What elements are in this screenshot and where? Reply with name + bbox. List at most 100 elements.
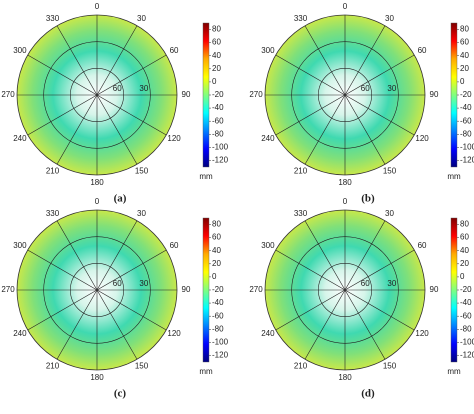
colorbar-tick-label: 60 <box>212 233 221 242</box>
theta-tick-label: 90 <box>430 90 439 99</box>
colorbar-tick-label: -20 <box>212 285 224 294</box>
colorbar-tick-label: -40 <box>460 298 472 307</box>
colorbar-tick-label: -100 <box>460 337 474 346</box>
theta-tick-label: 330 <box>46 14 60 23</box>
theta-tick-label: 60 <box>170 241 179 250</box>
r-tick-label: 30 <box>387 84 396 93</box>
r-tick-label: 60 <box>361 84 370 93</box>
colorbar-tick-label: 0 <box>460 272 465 281</box>
spoke <box>275 289 346 331</box>
colorbar-tick-label: -100 <box>212 337 229 346</box>
caption: (c) <box>114 388 127 400</box>
theta-tick-label: 90 <box>182 285 191 294</box>
r-tick-label: 60 <box>361 279 370 288</box>
spoke <box>56 94 98 165</box>
spoke <box>96 25 138 96</box>
spoke <box>344 25 386 96</box>
spoke <box>56 289 98 360</box>
colorbar-tick-label: -40 <box>212 298 224 307</box>
colorbar-tick-label: -20 <box>460 285 472 294</box>
spoke <box>56 25 98 96</box>
theta-tick-label: 300 <box>261 46 275 55</box>
r-grid-circle <box>318 263 372 317</box>
colorbar-tick-label: 40 <box>212 51 221 60</box>
theta-tick-label: 240 <box>261 134 275 143</box>
colorbar-tick-label: -80 <box>460 129 472 138</box>
theta-tick-label: 120 <box>415 329 429 338</box>
spoke <box>344 249 415 291</box>
colorbar-tick-label: 40 <box>460 246 469 255</box>
colorbar-label: mm <box>447 367 461 376</box>
theta-tick-label: 0 <box>343 2 348 11</box>
theta-tick-label: 270 <box>249 90 263 99</box>
spoke <box>344 54 415 96</box>
spoke <box>96 289 138 360</box>
colorbar-tick-label: -100 <box>212 142 229 151</box>
theta-tick-label: 60 <box>418 241 427 250</box>
theta-tick-label: 0 <box>95 2 100 11</box>
theta-tick-label: 210 <box>46 166 60 175</box>
r-grid-circle <box>43 236 151 344</box>
colorbar-tick-label: -40 <box>460 103 472 112</box>
colorbar-label: mm <box>199 367 213 376</box>
colorbar-tick-label: 60 <box>212 38 221 47</box>
colorbar-tick-label: 60 <box>460 233 469 242</box>
theta-tick-label: 150 <box>135 166 149 175</box>
colorbar-tick-label: -60 <box>460 116 472 125</box>
colorbar-tick-label: 0 <box>212 77 217 86</box>
theta-tick-label: 210 <box>294 361 308 370</box>
theta-tick-label: 240 <box>261 329 275 338</box>
theta-tick-label: 180 <box>90 178 104 187</box>
colorbar <box>450 22 458 168</box>
spoke <box>275 94 346 136</box>
theta-tick-label: 120 <box>167 134 181 143</box>
theta-tick-label: 0 <box>343 197 348 206</box>
spoke <box>96 289 167 331</box>
colorbar <box>450 217 458 363</box>
theta-tick-label: 300 <box>13 46 27 55</box>
spoke <box>344 289 386 360</box>
r-grid-circle <box>70 263 124 317</box>
theta-tick-label: 270 <box>1 285 15 294</box>
colorbar-tick-label: -60 <box>460 311 472 320</box>
spoke <box>96 249 167 291</box>
theta-tick-label: 150 <box>135 361 149 370</box>
r-tick-label: 60 <box>113 279 122 288</box>
spoke <box>27 54 98 96</box>
colorbar-tick-label: 20 <box>212 259 221 268</box>
spoke <box>96 54 167 96</box>
theta-tick-label: 0 <box>95 197 100 206</box>
colorbar-tick-label: -60 <box>212 311 224 320</box>
colorbar-tick-label: 20 <box>460 259 469 268</box>
colorbar-tick-label: 80 <box>212 220 221 229</box>
r-tick-label: 30 <box>139 279 148 288</box>
theta-tick-label: 210 <box>294 166 308 175</box>
theta-tick-label: 120 <box>167 329 181 338</box>
spoke <box>56 220 98 291</box>
spoke <box>96 220 138 291</box>
colorbar <box>202 217 210 363</box>
spoke <box>304 94 346 165</box>
colorbar-tick-label: 80 <box>460 220 469 229</box>
theta-tick-label: 90 <box>182 90 191 99</box>
colorbar-tick-label: -80 <box>460 324 472 333</box>
theta-tick-label: 30 <box>385 209 394 218</box>
colorbar-tick-label: 80 <box>460 25 469 34</box>
r-grid-circle <box>43 41 151 149</box>
r-tick-label: 30 <box>139 84 148 93</box>
polar-panel: 0 30 60 90 120 150 180 210 240 270 300 330 60 30 80 60 4… <box>249 197 474 399</box>
colorbar-label: mm <box>199 172 213 181</box>
theta-tick-label: 330 <box>294 209 308 218</box>
colorbar-tick-label: -120 <box>460 351 474 360</box>
colorbar-tick-label: -120 <box>212 156 229 165</box>
caption: (b) <box>361 193 375 205</box>
colorbar-tick-label: -60 <box>212 116 224 125</box>
colorbar-tick-label: -20 <box>212 90 224 99</box>
colorbar-tick-label: -80 <box>212 324 224 333</box>
r-tick-label: 30 <box>387 279 396 288</box>
caption: (a) <box>114 193 127 205</box>
colorbar-tick-label: -120 <box>212 351 229 360</box>
caption: (d) <box>361 388 375 400</box>
colorbar-tick-label: 0 <box>212 272 217 281</box>
